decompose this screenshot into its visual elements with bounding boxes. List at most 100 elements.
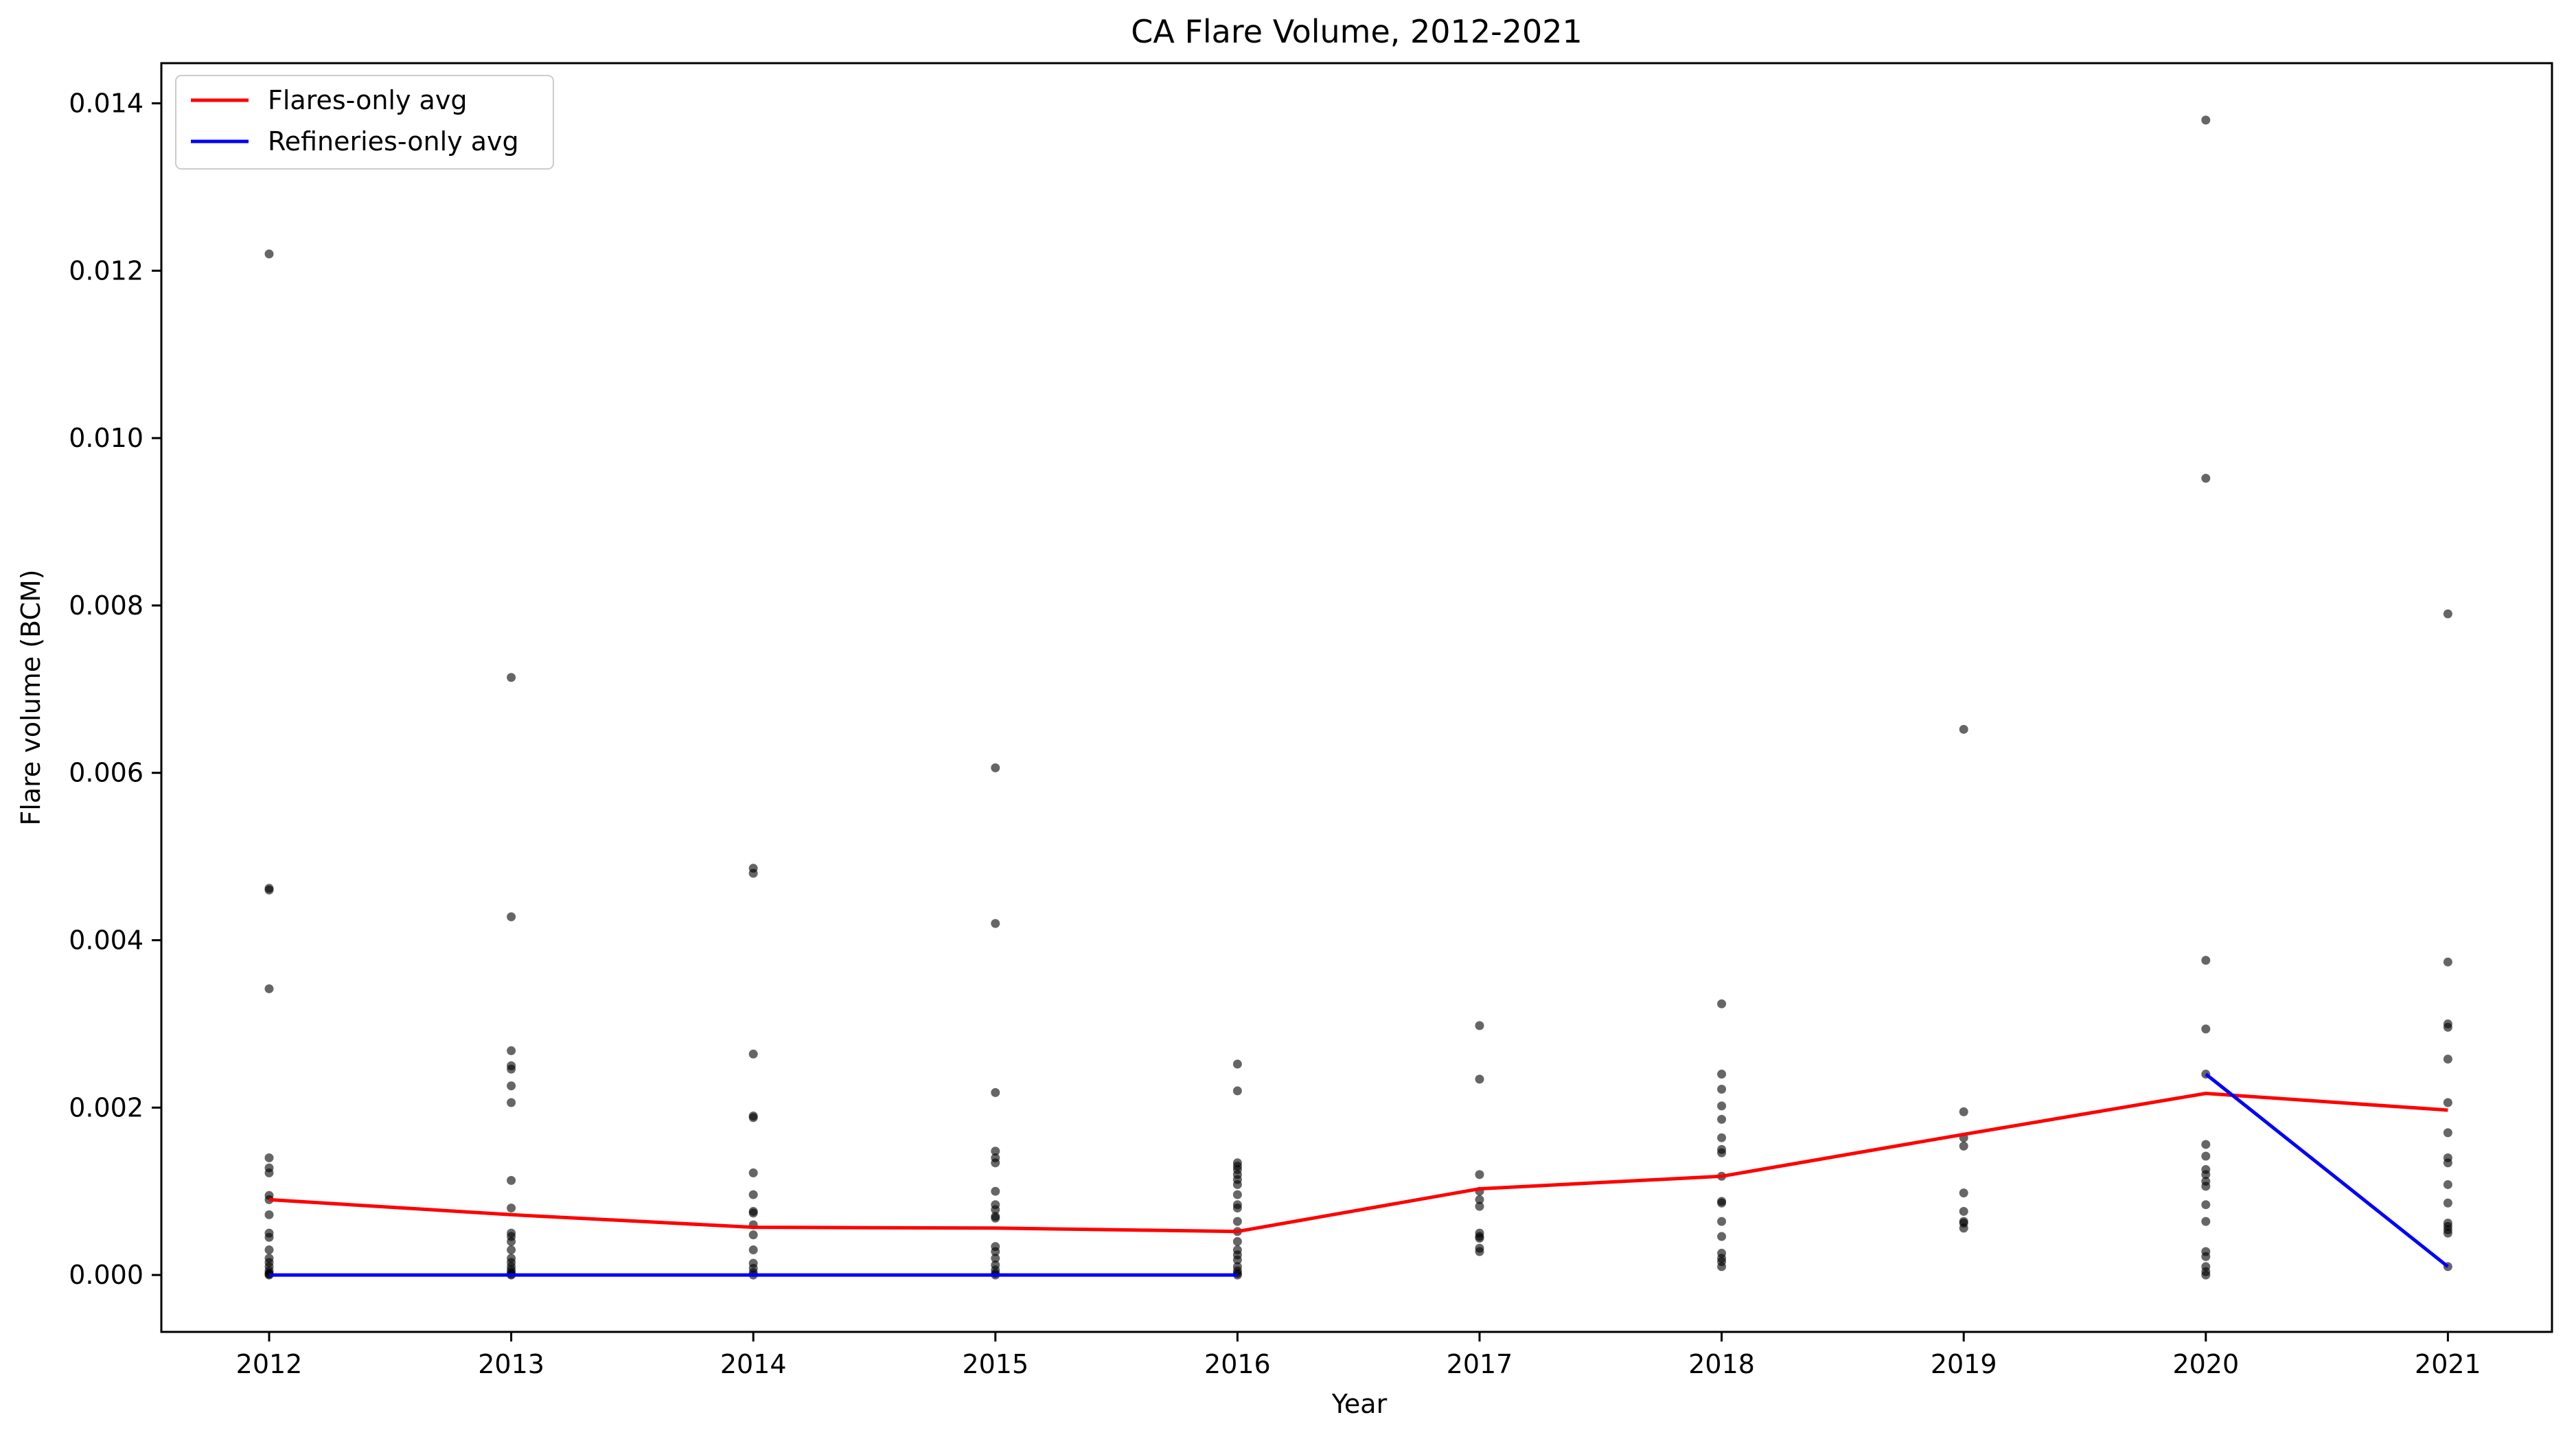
legend-label-flares: Flares-only avg bbox=[268, 85, 467, 115]
scatter-point bbox=[1959, 1223, 1968, 1233]
scatter-point bbox=[991, 1213, 1000, 1223]
x-tick-label: 2015 bbox=[962, 1349, 1028, 1379]
scatter-point bbox=[1959, 1107, 1968, 1116]
scatter-point bbox=[2443, 1055, 2452, 1064]
legend-box bbox=[175, 75, 554, 170]
scatter-point bbox=[507, 912, 516, 921]
scatter-point bbox=[2443, 609, 2452, 619]
x-tick-label: 2013 bbox=[478, 1349, 544, 1379]
scatter-point bbox=[1717, 1133, 1727, 1142]
scatter-point bbox=[507, 1046, 516, 1055]
legend-label-refineries: Refineries-only avg bbox=[268, 126, 519, 157]
scatter-point bbox=[748, 1168, 758, 1177]
scatter-point bbox=[1232, 1236, 1242, 1246]
scatter-point bbox=[1717, 1084, 1727, 1094]
scatter-point bbox=[264, 984, 274, 993]
scatter-point bbox=[2201, 956, 2211, 965]
scatter-point bbox=[2443, 1158, 2452, 1168]
scatter-point bbox=[2201, 1270, 2211, 1280]
scatter-point bbox=[1717, 999, 1727, 1009]
scatter-point bbox=[264, 1210, 274, 1219]
scatter-point bbox=[2443, 1198, 2452, 1208]
y-tick-label: 0.004 bbox=[69, 925, 143, 956]
y-tick-label: 0.014 bbox=[69, 89, 143, 119]
scatter-point bbox=[1475, 1233, 1484, 1243]
scatter-point bbox=[264, 1245, 274, 1255]
scatter-point bbox=[748, 868, 758, 878]
scatter-point bbox=[264, 1168, 274, 1177]
axes-frame bbox=[160, 62, 2553, 1333]
scatter-point bbox=[748, 1049, 758, 1059]
y-axis: 0.000 0.002 0.004 0.006 0.008 0.010 0.012 0.014 bbox=[69, 89, 161, 1290]
scatter-point bbox=[991, 919, 1000, 928]
scatter-point bbox=[1717, 1198, 1727, 1208]
scatter-point bbox=[2201, 1252, 2211, 1261]
scatter-point bbox=[1475, 1074, 1484, 1084]
x-tick-label: 2018 bbox=[1688, 1349, 1755, 1379]
scatter-point bbox=[264, 249, 274, 259]
scatter-point bbox=[991, 1186, 1000, 1196]
scatter-point bbox=[1475, 1201, 1484, 1211]
x-tick-label: 2016 bbox=[1204, 1349, 1271, 1379]
chart-title: CA Flare Volume, 2012-2021 bbox=[1131, 13, 1583, 50]
scatter-point bbox=[264, 1153, 274, 1162]
scatter-point bbox=[2201, 115, 2211, 125]
scatter-point bbox=[507, 1175, 516, 1185]
scatter-point bbox=[507, 673, 516, 682]
plot-area bbox=[264, 115, 2452, 1280]
scatter-point bbox=[1232, 1190, 1242, 1199]
scatter-point bbox=[1232, 1059, 1242, 1069]
scatter-point bbox=[2201, 1200, 2211, 1210]
scatter-point bbox=[1232, 1179, 1242, 1189]
scatter-point bbox=[991, 1147, 1000, 1156]
scatter-point bbox=[2201, 1217, 2211, 1226]
scatter-point bbox=[1717, 1232, 1727, 1241]
scatter-point bbox=[1717, 1262, 1727, 1271]
scatter-point bbox=[507, 1064, 516, 1074]
x-tick-label: 2017 bbox=[1447, 1349, 1513, 1379]
scatter-point bbox=[991, 1205, 1000, 1214]
x-tick-label: 2014 bbox=[720, 1349, 787, 1379]
scatter-point bbox=[748, 1208, 758, 1218]
x-tick-label: 2020 bbox=[2172, 1349, 2239, 1379]
scatter-point bbox=[748, 1245, 758, 1255]
x-tick-label: 2021 bbox=[2415, 1349, 2481, 1379]
scatter-point bbox=[748, 1113, 758, 1123]
scatter-point bbox=[2443, 1228, 2452, 1238]
scatter-point bbox=[2201, 1024, 2211, 1034]
scatter-point bbox=[2443, 1022, 2452, 1032]
x-tick-label: 2012 bbox=[236, 1349, 303, 1379]
y-tick-label: 0.008 bbox=[69, 590, 143, 621]
scatter-point bbox=[1475, 1195, 1484, 1204]
scatter-point bbox=[1475, 1170, 1484, 1179]
scatter-point bbox=[2201, 1170, 2211, 1179]
scatter-point bbox=[2201, 1182, 2211, 1191]
scatter-point bbox=[507, 1236, 516, 1246]
scatter-point bbox=[1232, 1217, 1242, 1226]
scatter-point bbox=[1232, 1204, 1242, 1213]
scatter-point bbox=[1232, 1086, 1242, 1096]
scatter-point bbox=[507, 1245, 516, 1255]
x-axis-label: Year bbox=[1331, 1389, 1388, 1419]
scatter-point bbox=[2201, 1151, 2211, 1161]
scatter-point bbox=[748, 1190, 758, 1199]
scatter-point bbox=[991, 1158, 1000, 1168]
scatter-point bbox=[991, 1254, 1000, 1263]
scatter-point bbox=[2201, 474, 2211, 483]
scatter-point bbox=[2443, 1179, 2452, 1189]
y-tick-label: 0.000 bbox=[69, 1260, 143, 1290]
scatter-point bbox=[1959, 724, 1968, 734]
scatter-point bbox=[1717, 1070, 1727, 1079]
y-tick-label: 0.010 bbox=[69, 423, 143, 453]
scatter-point bbox=[1232, 1255, 1242, 1265]
y-tick-label: 0.012 bbox=[69, 255, 143, 286]
scatter-point bbox=[264, 1195, 274, 1204]
scatter-point bbox=[1717, 1114, 1727, 1124]
scatter-point bbox=[507, 1081, 516, 1091]
y-axis-label: Flare volume (BCM) bbox=[16, 569, 46, 825]
scatter-point bbox=[507, 1204, 516, 1213]
scatter-point bbox=[1475, 1247, 1484, 1256]
scatter-point bbox=[264, 885, 274, 895]
